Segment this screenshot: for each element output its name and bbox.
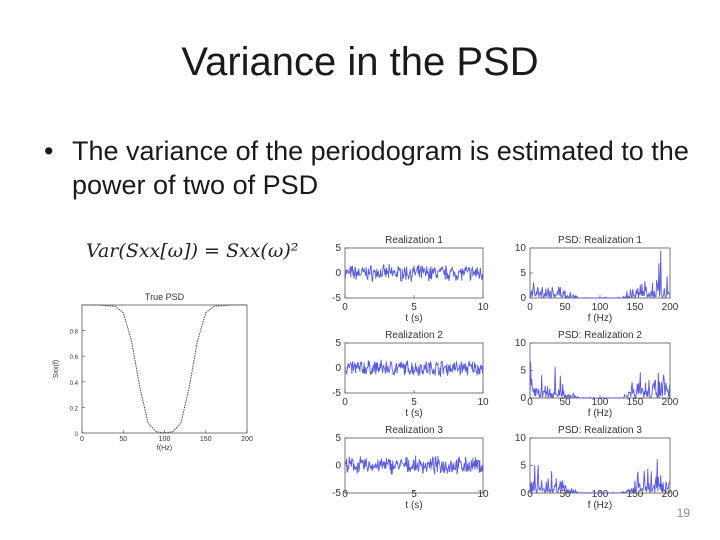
plot-5-x-tick-label: 200 (662, 302, 679, 313)
plot-5-y-tick-label: 5 (520, 268, 526, 279)
plot-2-y-tick-label: -5 (332, 293, 341, 304)
plot-3-signal-trace (344, 359, 484, 377)
plot-2-y-tick-label: 5 (335, 243, 341, 254)
plot-6-axes-frame (529, 342, 671, 399)
plot-7-title: PSD: Realization 3 (558, 425, 642, 436)
plot-4-signal-trace (344, 455, 484, 475)
plot-2-signal-trace (344, 264, 484, 283)
plot-4-x-tick-label: 0 (342, 489, 348, 500)
plot-6-y-tick-label: 0 (520, 393, 526, 404)
plot-6-x-tick-label: 50 (559, 397, 571, 408)
plot-3-y-tick-label: -5 (332, 388, 341, 399)
plot-6-x-axis-label: f (Hz) (588, 408, 612, 419)
plot-7-x-tick-label: 0 (527, 489, 533, 500)
plot-2-x-axis-label: t (s) (405, 313, 422, 324)
plot-5-x-tick-label: 150 (627, 302, 644, 313)
plot-1-y-axis-label: Sxx(f) (53, 360, 60, 378)
bullet-text: The variance of the periodogram is estim… (72, 136, 689, 200)
plot-7-y-tick-label: 5 (520, 461, 526, 472)
page-number: 19 (676, 506, 690, 520)
plot-4-y-tick-label: -5 (332, 488, 341, 499)
plot-1-axes-frame (81, 304, 248, 434)
slide-title: Variance in the PSD (181, 40, 539, 84)
plot-1-x-tick-label: 150 (200, 436, 212, 443)
plot-4-x-tick-label: 5 (411, 489, 417, 500)
plot-4-x-axis-label: t (s) (405, 500, 422, 511)
plot-7-x-tick-label: 150 (627, 489, 644, 500)
plot-3-y-tick-label: 0 (335, 363, 341, 374)
plot-2-x-tick-label: 10 (477, 302, 489, 313)
plot-7-x-tick-label: 100 (592, 489, 609, 500)
plot-3-title: Realization 2 (385, 330, 443, 341)
plot-4-y-tick-label: 5 (335, 433, 341, 444)
plot-1-y-tick-label: 0.8 (70, 330, 79, 336)
plot-7-y-tick-label: 0 (520, 488, 526, 499)
plot-1-x-tick-label: 50 (119, 436, 127, 443)
plot-2-axes-frame (344, 247, 484, 299)
plot-2-title: Realization 1 (385, 235, 443, 246)
plot-1-x-tick-label: 200 (241, 436, 253, 443)
plot-5-y-tick-label: 0 (520, 293, 526, 304)
bullet-symbol: • (44, 136, 54, 166)
plot-2-x-tick-label: 5 (411, 302, 417, 313)
plot-1-y-tick-label: 0 (75, 432, 79, 438)
plot-6-title: PSD: Realization 2 (558, 330, 642, 341)
plot-6-x-tick-label: 100 (592, 397, 609, 408)
plot-1-y-tick-label: 0.4 (70, 381, 79, 387)
plot-5-periodogram-trace (529, 250, 671, 300)
plot-7-axes-frame (529, 437, 671, 494)
plot-5-x-tick-label: 50 (559, 302, 571, 313)
plot-6-x-tick-label: 150 (627, 397, 644, 408)
plot-6-y-tick-label: 5 (520, 366, 526, 377)
plot-3-x-tick-label: 10 (477, 397, 489, 408)
plot-5-x-tick-label: 0 (527, 302, 533, 313)
plot-2-x-tick-label: 0 (342, 302, 348, 313)
plot-7-periodogram-trace (529, 459, 671, 495)
plot-5-title: PSD: Realization 1 (558, 235, 642, 246)
plot-7-x-tick-label: 50 (559, 489, 571, 500)
plot-6-periodogram-trace (529, 361, 671, 400)
plot-6-x-tick-label: 0 (527, 397, 533, 408)
plot-4-title: Realization 3 (385, 425, 443, 436)
plot-7-y-tick-label: 10 (515, 433, 527, 444)
plot-6-x-tick-label: 200 (662, 397, 679, 408)
true-psd-curve (82, 304, 247, 434)
plot-4-axes-frame (344, 437, 484, 494)
plot-2-y-tick-label: 0 (335, 268, 341, 279)
plot-5-x-tick-label: 100 (592, 302, 609, 313)
plot-1-x-tick-label: 0 (80, 436, 84, 443)
plot-7-x-axis-label: f (Hz) (588, 500, 612, 511)
plot-4-y-tick-label: 0 (335, 461, 341, 472)
plot-1-title: True PSD (145, 292, 185, 302)
plot-7-x-tick-label: 200 (662, 489, 679, 500)
plot-3-x-tick-label: 0 (342, 397, 348, 408)
plot-6-y-tick-label: 10 (515, 338, 527, 349)
plot-5-axes-frame (529, 247, 671, 299)
variance-formula: Var(Sxx[ω]) = Sxx(ω)² (86, 240, 299, 262)
plot-1-x-tick-label: 100 (159, 436, 171, 443)
plot-3-x-tick-label: 5 (411, 397, 417, 408)
plot-3-y-tick-label: 5 (335, 338, 341, 349)
plot-5-y-tick-label: 10 (515, 243, 527, 254)
plot-1-x-axis-label: f(Hz) (157, 445, 172, 452)
plot-4-x-tick-label: 10 (477, 489, 489, 500)
plot-3-x-axis-label: t (s) (405, 408, 422, 419)
plot-5-x-axis-label: f (Hz) (588, 313, 612, 324)
plot-3-axes-frame (344, 342, 484, 394)
plot-1-y-tick-label: 0.6 (70, 355, 79, 361)
plot-1-y-tick-label: 0.2 (70, 406, 79, 412)
